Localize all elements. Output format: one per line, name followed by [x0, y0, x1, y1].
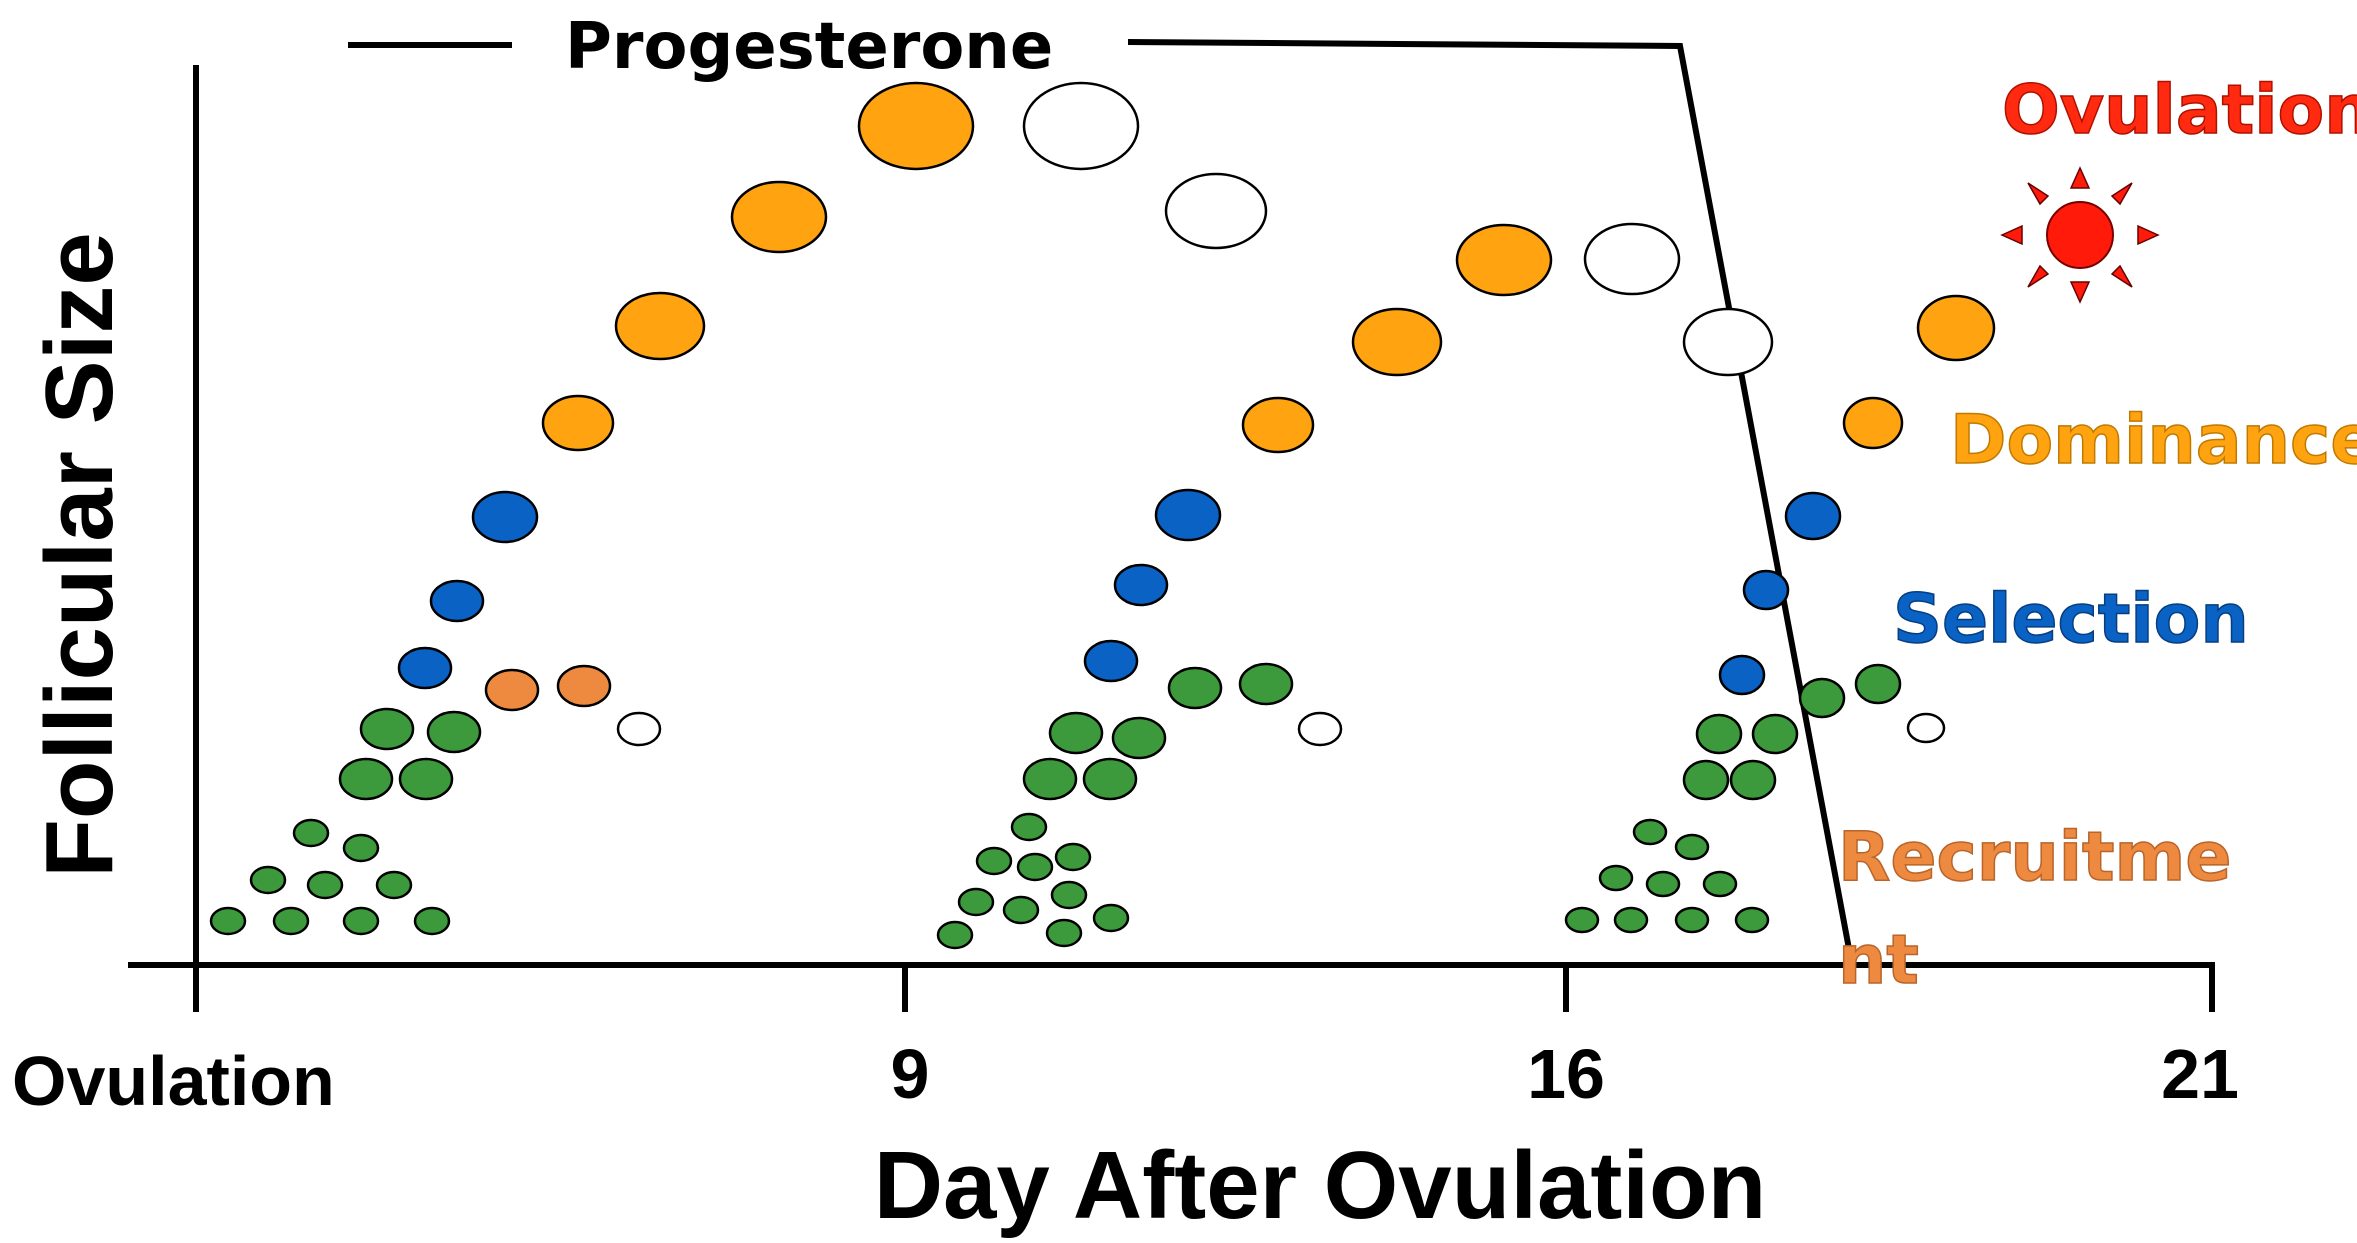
wave2-follicle — [1022, 757, 1078, 801]
wave2-follicle — [1082, 757, 1138, 801]
wave2-follicle — [1583, 222, 1681, 296]
wave2-follicle — [1238, 662, 1294, 706]
wave1-follicle — [556, 664, 612, 708]
wave1-follicle — [292, 818, 330, 848]
wave2-follicle — [1016, 852, 1054, 882]
wave1-follicle — [616, 711, 662, 747]
wave2-follicle — [1092, 903, 1130, 933]
wave2-follicle — [1113, 563, 1169, 607]
wave3-follicle — [1674, 833, 1710, 861]
wave3-follicle — [1702, 870, 1738, 898]
sun-burst-icon — [2000, 166, 2160, 304]
wave2-follicle — [1002, 895, 1040, 925]
wave2-follicle — [957, 887, 995, 917]
wave1-follicle — [272, 906, 310, 936]
wave1-follicle — [471, 490, 539, 544]
wave1-follicle — [209, 906, 247, 936]
wave1-follicle — [342, 833, 380, 863]
wave3-follicle — [1674, 906, 1710, 934]
wave1-follicle — [397, 646, 453, 690]
wave3-follicle — [1598, 864, 1634, 892]
wave2-follicle — [1154, 488, 1222, 542]
wave2-follicle — [1010, 812, 1048, 842]
wave1-follicle — [484, 668, 540, 712]
wave1-follicle — [1022, 81, 1140, 171]
wave3-follicle — [1682, 759, 1730, 801]
wave2-follicle — [1050, 880, 1088, 910]
wave2-follicle — [1111, 716, 1167, 760]
wave2-follicle — [1297, 711, 1343, 747]
wave1-follicle — [338, 757, 394, 801]
wave1-follicle — [249, 865, 287, 895]
wave1-follicle — [375, 870, 413, 900]
wave1-follicle — [857, 81, 975, 171]
wave3-follicle — [1613, 906, 1649, 934]
x-tick-label-16: 16 — [1527, 1035, 1605, 1113]
wave2-follicle — [1054, 842, 1092, 872]
wave3-follicle — [1784, 491, 1842, 541]
wave2-follicle — [1083, 639, 1139, 683]
wave3-follicle — [1742, 569, 1790, 611]
wave2-follicle — [1167, 666, 1223, 710]
wave3-follicle — [1734, 906, 1770, 934]
wave3-follicle — [1916, 294, 1996, 362]
wave3-follicle — [1645, 870, 1681, 898]
x-axis-title: Day After Ovulation — [874, 1132, 1767, 1239]
wave1-follicle — [306, 870, 344, 900]
follicles-layer — [209, 81, 1996, 950]
wave3-follicle — [1729, 759, 1777, 801]
x-tick-label-21: 21 — [2161, 1035, 2239, 1113]
wave1-follicle — [541, 394, 615, 452]
wave1-follicle — [342, 906, 380, 936]
wave1-follicle — [730, 180, 828, 254]
wave3-follicle — [1632, 818, 1668, 846]
wave3-follicle — [1695, 713, 1743, 755]
wave2-follicle — [1682, 307, 1774, 377]
y-axis-title: Follicular Size — [26, 232, 133, 878]
wave2-follicle — [975, 846, 1013, 876]
wave1-follicle — [359, 707, 415, 751]
wave1-follicle — [1164, 172, 1268, 250]
stage-label-ovulation: Ovulation — [2002, 71, 2357, 150]
progesterone-label: Progesterone — [565, 10, 1053, 84]
wave1-follicle — [429, 579, 485, 623]
wave2-follicle — [1351, 307, 1443, 377]
stage-label-recruitment-line2: nt — [1838, 921, 1919, 1000]
wave3-follicle — [1906, 712, 1946, 744]
wave1-follicle — [614, 291, 706, 361]
x-tick-label-ovulation: Ovulation — [12, 1042, 335, 1120]
wave3-follicle — [1798, 677, 1846, 719]
wave3-follicle — [1854, 663, 1902, 705]
wave3-follicle — [1564, 906, 1600, 934]
stage-label-dominance: Dominance — [1950, 401, 2357, 480]
wave2-follicle — [1241, 396, 1315, 454]
wave2-follicle — [1048, 711, 1104, 755]
wave3-follicle — [1718, 654, 1766, 696]
wave1-follicle — [398, 757, 454, 801]
x-tick-label-9: 9 — [891, 1035, 930, 1113]
progesterone-curve — [1127, 39, 1855, 966]
wave3-follicle — [1842, 396, 1904, 450]
wave1-follicle — [413, 906, 451, 936]
wave2-follicle — [1455, 223, 1553, 297]
stage-label-recruitment-line1: Recruitme — [1838, 818, 2232, 897]
wave2-follicle — [1045, 918, 1083, 948]
wave1-follicle — [426, 710, 482, 754]
wave3-follicle — [1751, 713, 1799, 755]
wave2-follicle — [936, 920, 974, 950]
stage-label-selection: Selection — [1893, 580, 2249, 659]
